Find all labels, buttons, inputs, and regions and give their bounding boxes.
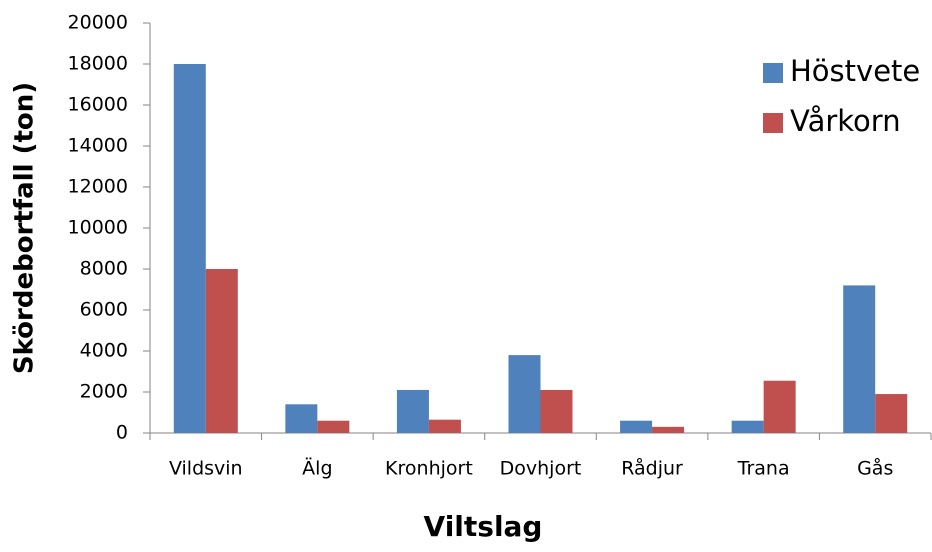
legend-label: Höstvete [790, 54, 920, 88]
y-tick-label: 20000 [68, 12, 128, 34]
bar [508, 355, 541, 433]
y-tick-label: 18000 [68, 53, 128, 75]
bar [652, 426, 685, 433]
y-tick-label: 14000 [68, 135, 128, 157]
bar [428, 419, 461, 433]
bar [620, 420, 653, 433]
y-tick-label: 6000 [80, 299, 128, 321]
y-tick-label: 16000 [68, 94, 128, 116]
bar [285, 404, 318, 433]
bar [205, 269, 238, 433]
y-tick-label: 8000 [80, 258, 128, 280]
legend-swatch [763, 113, 783, 133]
x-axis-label: Viltslag [424, 510, 543, 543]
y-tick-label: 0 [116, 422, 128, 444]
x-tick-label: Dovhjort [500, 458, 582, 480]
bar [540, 389, 573, 433]
legend-swatch [763, 63, 783, 83]
y-tick-label: 4000 [80, 340, 128, 362]
bar [763, 380, 796, 433]
x-tick-label: Kronhjort [385, 458, 473, 480]
bar [173, 64, 206, 433]
x-tick-label: Vildsvin [169, 458, 243, 480]
legend-label: Vårkorn [790, 104, 901, 138]
x-tick-label: Rådjur [621, 457, 683, 480]
x-tick-label: Gås [857, 457, 893, 480]
bar [843, 285, 876, 433]
bar [317, 420, 350, 433]
y-tick-label: 12000 [68, 176, 128, 198]
bar [875, 394, 908, 433]
x-tick-label: Älg [302, 457, 332, 480]
y-tick-label: 2000 [80, 381, 128, 403]
bar [731, 420, 764, 433]
y-tick-label: 10000 [68, 217, 128, 239]
y-axis-label: Skördebortfall (ton) [10, 82, 40, 374]
x-tick-label: Trana [737, 458, 790, 480]
bar [396, 389, 429, 433]
